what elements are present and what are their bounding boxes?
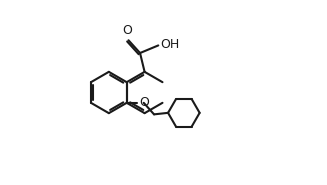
Text: OH: OH <box>160 38 179 51</box>
Text: O: O <box>122 24 132 37</box>
Text: O: O <box>139 96 149 109</box>
